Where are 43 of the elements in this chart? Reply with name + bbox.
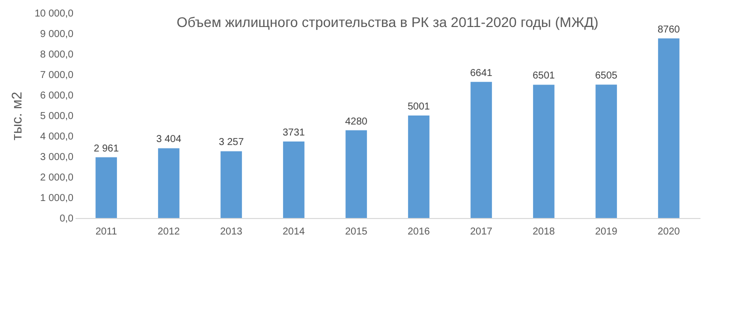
x-tick-label: 2017: [470, 226, 493, 238]
x-tick-label: 2014: [282, 226, 306, 238]
chart-title: Объем жилищного строительства в РК за 2011-2020 годы (МЖД): [176, 14, 598, 30]
data-label: 6641: [470, 68, 493, 79]
y-tick-label: 1 000,0: [40, 193, 74, 204]
bar: [96, 157, 117, 218]
data-label: 3731: [282, 128, 306, 139]
bar: [220, 151, 242, 218]
x-tick-label: 2011: [95, 226, 118, 238]
bar: [158, 148, 180, 218]
y-tick-label: 2 000,0: [40, 172, 74, 184]
bar: [596, 84, 617, 218]
y-axis-title: тыс. м2: [8, 91, 25, 140]
bar: [470, 82, 492, 218]
data-label: 4280: [345, 116, 368, 128]
y-tick-label: 8 000,0: [40, 50, 74, 60]
x-tick-label: 2019: [595, 226, 618, 238]
y-tick-label: 0,0: [60, 214, 74, 224]
bar: [408, 115, 430, 218]
x-tick-label: 2018: [532, 226, 556, 238]
data-label: 8760: [658, 24, 680, 36]
bar: [283, 142, 304, 218]
y-tick-label: 5 000,0: [40, 111, 74, 122]
x-tick-label: 2020: [658, 226, 680, 238]
y-tick-label: 3 000,0: [40, 152, 74, 163]
bar: [533, 84, 554, 218]
data-label: 5001: [408, 101, 430, 112]
data-label: 2 961: [94, 143, 120, 154]
y-tick-label: 9 000,0: [40, 29, 74, 40]
x-tick-label: 2016: [408, 226, 430, 238]
y-tick-label: 4 000,0: [40, 132, 74, 142]
y-tick-label: 6 000,0: [40, 90, 74, 102]
y-tick-label: 7 000,0: [40, 70, 74, 81]
x-tick-label: 2013: [220, 226, 243, 238]
data-label: 3 257: [218, 137, 244, 148]
bar: [346, 130, 367, 218]
data-label: 6505: [595, 70, 618, 82]
x-tick-label: 2012: [158, 226, 180, 238]
data-label: 6501: [532, 70, 556, 82]
bar: [658, 38, 680, 218]
data-label: 3 404: [156, 134, 182, 146]
y-tick-label: 10 000,0: [34, 8, 74, 20]
x-tick-label: 2015: [345, 226, 368, 238]
